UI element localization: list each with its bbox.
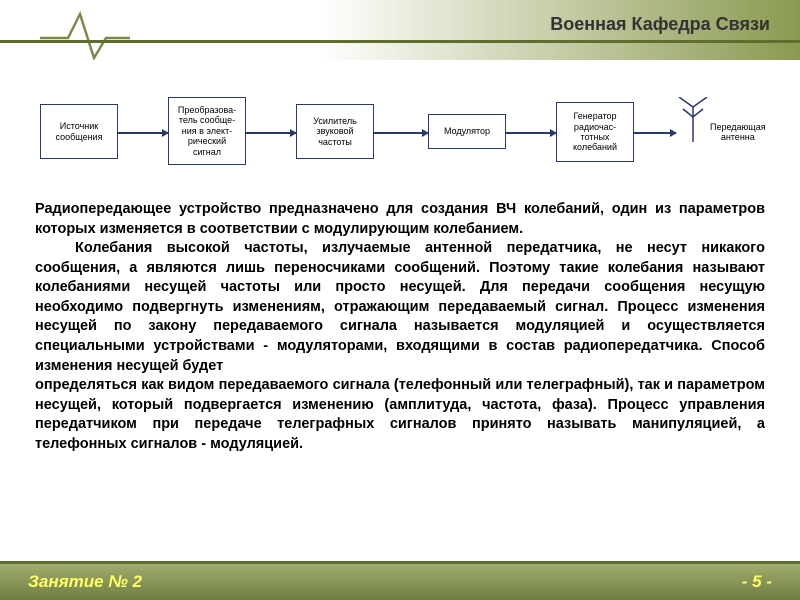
footer: Занятие № 2 - 5 - <box>0 564 800 600</box>
paragraph-1: Радиопередающее устройство предназначено… <box>35 200 765 239</box>
body-text: Радиопередающее устройство предназначено… <box>35 200 765 454</box>
diagram-arrow <box>246 132 296 134</box>
paragraph-3: определяться как видом передаваемого сиг… <box>35 376 765 454</box>
header-title: Военная Кафедра Связи <box>550 14 770 35</box>
header-divider <box>0 40 800 43</box>
diagram-arrow <box>118 132 168 134</box>
diagram-node: Источниксообщения <box>40 104 118 159</box>
diagram-arrow <box>634 132 676 134</box>
footer-page: - 5 - <box>742 572 772 592</box>
diagram-node: Генераторрадиочас-тотныхколебаний <box>556 102 634 162</box>
header: Военная Кафедра Связи <box>0 0 800 60</box>
footer-lesson: Занятие № 2 <box>28 572 142 592</box>
antenna-label: Передающаяантенна <box>710 122 766 143</box>
diagram-arrow <box>374 132 428 134</box>
diagram-node: Преобразова-тель сообще-ния в элект-риче… <box>168 97 246 165</box>
diagram-node: Модулятор <box>428 114 506 149</box>
block-diagram: Источниксообщения Преобразова-тель сообще… <box>40 92 780 182</box>
paragraph-2: Колебания высокой частоты, излучаемые ан… <box>35 239 765 376</box>
pulse-icon <box>40 10 130 60</box>
diagram-arrow <box>506 132 556 134</box>
diagram-node: Усилительзвуковойчастоты <box>296 104 374 159</box>
